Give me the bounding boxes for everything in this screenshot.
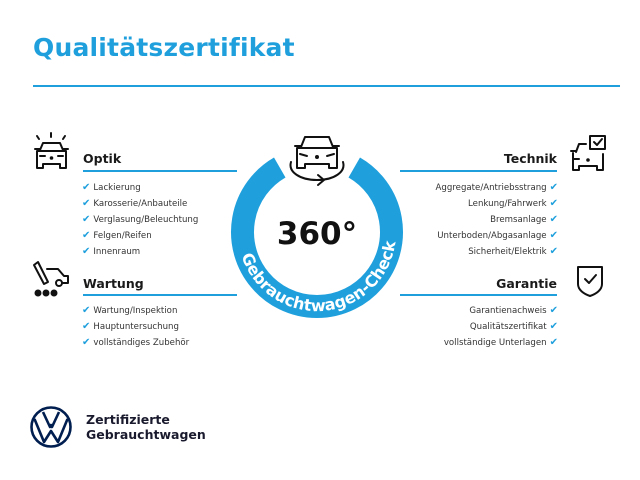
badge-degrees: 360° — [277, 216, 357, 252]
section-divider-technik — [400, 170, 557, 172]
brand-line-2: Gebrauchtwagen — [86, 427, 206, 442]
badge-ring — [231, 157, 403, 318]
list-garantie: Garantienachweis ✔ Qualitätszertifikat ✔ v… — [444, 303, 558, 351]
section-divider-garantie — [400, 294, 557, 296]
section-title-optik: Optik — [83, 151, 122, 166]
check-icon: ✔ — [549, 321, 558, 332]
list-item: Lenkung/Fahrwerk ✔ — [468, 198, 558, 209]
list-wartung: ✔ Wartung/Inspektion ✔ Hauptuntersuchung ✔… — [82, 303, 189, 351]
list-item: ✔ Hauptuntersuchung — [82, 321, 179, 332]
list-item: ✔ Wartung/Inspektion — [82, 305, 178, 316]
car-shine-icon — [34, 132, 69, 169]
check-icon: ✔ — [82, 182, 91, 193]
list-item: ✔ Felgen/Reifen — [82, 230, 152, 241]
list-item: ✔ Lackierung — [82, 182, 141, 193]
list-item: vollständige Unterlagen ✔ — [443, 337, 558, 348]
list-item: ✔ vollständiges Zubehör — [82, 337, 190, 348]
check-icon: ✔ — [549, 214, 558, 225]
section-divider-wartung — [83, 294, 237, 296]
page-title: Qualitätszertifikat — [33, 33, 295, 62]
check-icon: ✔ — [82, 230, 91, 241]
list-item: Qualitätszertifikat ✔ — [469, 321, 558, 332]
list-item: Unterboden/Abgasanlage ✔ — [437, 230, 558, 241]
brand-line-1: Zertifizierte — [86, 412, 170, 427]
vw-logo — [30, 406, 72, 448]
check-icon: ✔ — [549, 230, 558, 241]
list-technik: Aggregate/Antriebsstrang ✔ Lenkung/Fahrwe… — [436, 180, 558, 260]
title-divider — [33, 85, 620, 87]
list-item: Bremsanlage ✔ — [490, 214, 558, 225]
section-divider-optik — [83, 170, 237, 172]
check-icon: ✔ — [549, 337, 558, 348]
car-rotate-icon — [289, 136, 345, 186]
list-item: Sicherheit/Elektrik ✔ — [468, 246, 558, 257]
list-item: ✔ Verglasung/Beleuchtung — [82, 214, 199, 225]
car-checkbox-icon — [570, 135, 606, 171]
list-item: ✔ Innenraum — [82, 246, 141, 257]
list-item: ✔ Karosserie/Anbauteile — [82, 198, 188, 209]
check-icon: ✔ — [82, 214, 91, 225]
check-icon: ✔ — [82, 198, 91, 209]
check-icon: ✔ — [549, 198, 558, 209]
check-icon: ✔ — [549, 182, 558, 193]
shield-check-icon — [577, 266, 603, 297]
section-title-technik: Technik — [503, 151, 557, 166]
check-icon: ✔ — [82, 321, 91, 332]
list-optik: ✔ Lackierung ✔ Karosserie/Anbauteile ✔ Verg… — [82, 180, 198, 260]
tow-truck-wrench-icon — [33, 261, 69, 297]
check-icon: ✔ — [549, 305, 558, 316]
check-icon: ✔ — [82, 246, 91, 257]
check-icon: ✔ — [82, 305, 91, 316]
section-title-wartung: Wartung — [83, 276, 144, 291]
check-icon: ✔ — [549, 246, 558, 257]
brand-text: Zertifizierte Gebrauchtwagen — [86, 412, 206, 442]
section-title-garantie: Garantie — [496, 276, 557, 291]
list-item: Aggregate/Antriebsstrang ✔ — [435, 182, 558, 193]
list-item: Garantienachweis ✔ — [469, 305, 558, 316]
check-icon: ✔ — [82, 337, 91, 348]
